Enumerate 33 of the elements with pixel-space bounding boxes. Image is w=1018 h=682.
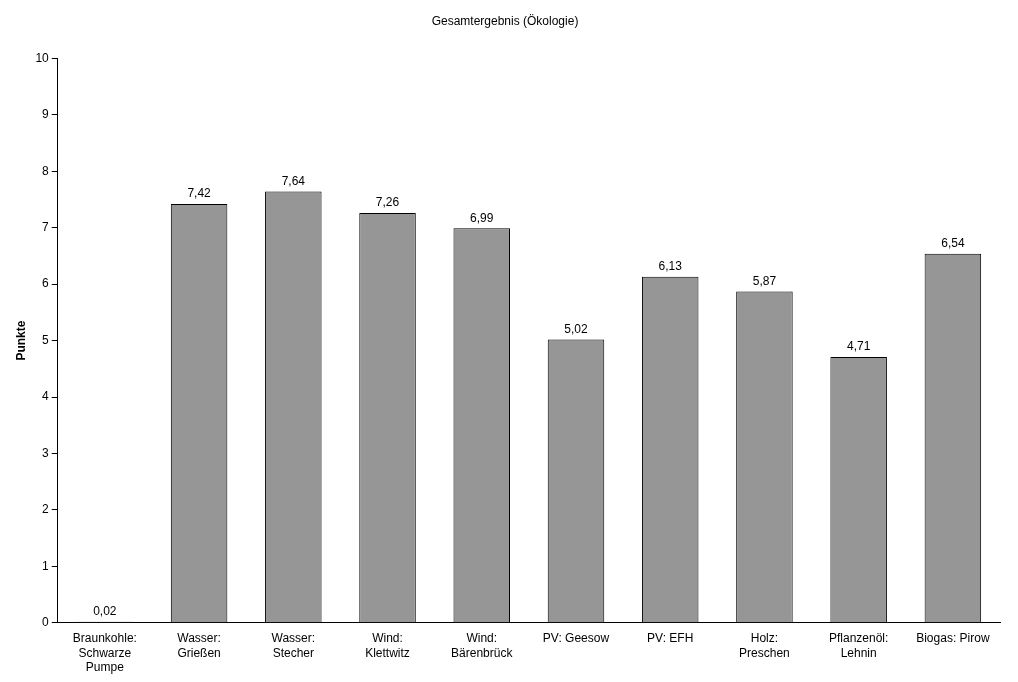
data-label: 7,42	[187, 186, 212, 201]
x-tick-label: Wasser: Stecher	[271, 631, 316, 660]
y-tick-label: 3	[42, 445, 50, 460]
x-tick-label: PV: EFH	[647, 631, 694, 646]
data-label: 0,02	[93, 603, 117, 618]
y-tick-label: 2	[42, 502, 50, 517]
x-tick-label: Wind: Klettwitz	[365, 631, 410, 660]
y-tick-label: 0	[42, 615, 50, 630]
x-tick-label: Braunkohle: Schwarze Pumpe	[72, 631, 137, 675]
x-tick-label: Biogas: Pirow	[916, 631, 990, 646]
data-label: 5,02	[564, 321, 588, 336]
x-tick-label: Pflanzenöl: Lehnin	[828, 631, 889, 660]
y-tick-label: 10	[35, 50, 50, 65]
x-tick-label: Wasser: Grießen	[177, 631, 221, 660]
y-tick-label: 6	[42, 276, 50, 291]
data-label: 5,87	[752, 273, 777, 288]
y-axis-title: Punkte	[13, 320, 28, 361]
data-label: 7,64	[281, 173, 306, 188]
data-label: 4,71	[846, 339, 871, 354]
y-tick-label: 1	[42, 558, 50, 573]
x-tick-label: Wind: Bärenbrück	[451, 631, 514, 660]
chart-title: Gesamtergebnis (Ökologie)	[431, 13, 579, 28]
y-tick-label: 4	[42, 389, 50, 404]
y-tick-label: 7	[42, 220, 50, 235]
data-label: 6,99	[470, 210, 494, 225]
y-tick-label: 8	[42, 163, 50, 178]
data-label: 7,26	[375, 195, 400, 210]
x-tick-label: Holz: Preschen	[739, 631, 790, 660]
x-tick-label: PV: Geesow	[542, 631, 610, 646]
data-label: 6,13	[658, 259, 683, 274]
y-tick-label: 5	[42, 332, 50, 347]
data-label: 6,54	[941, 235, 965, 250]
y-tick-label: 9	[42, 107, 50, 122]
